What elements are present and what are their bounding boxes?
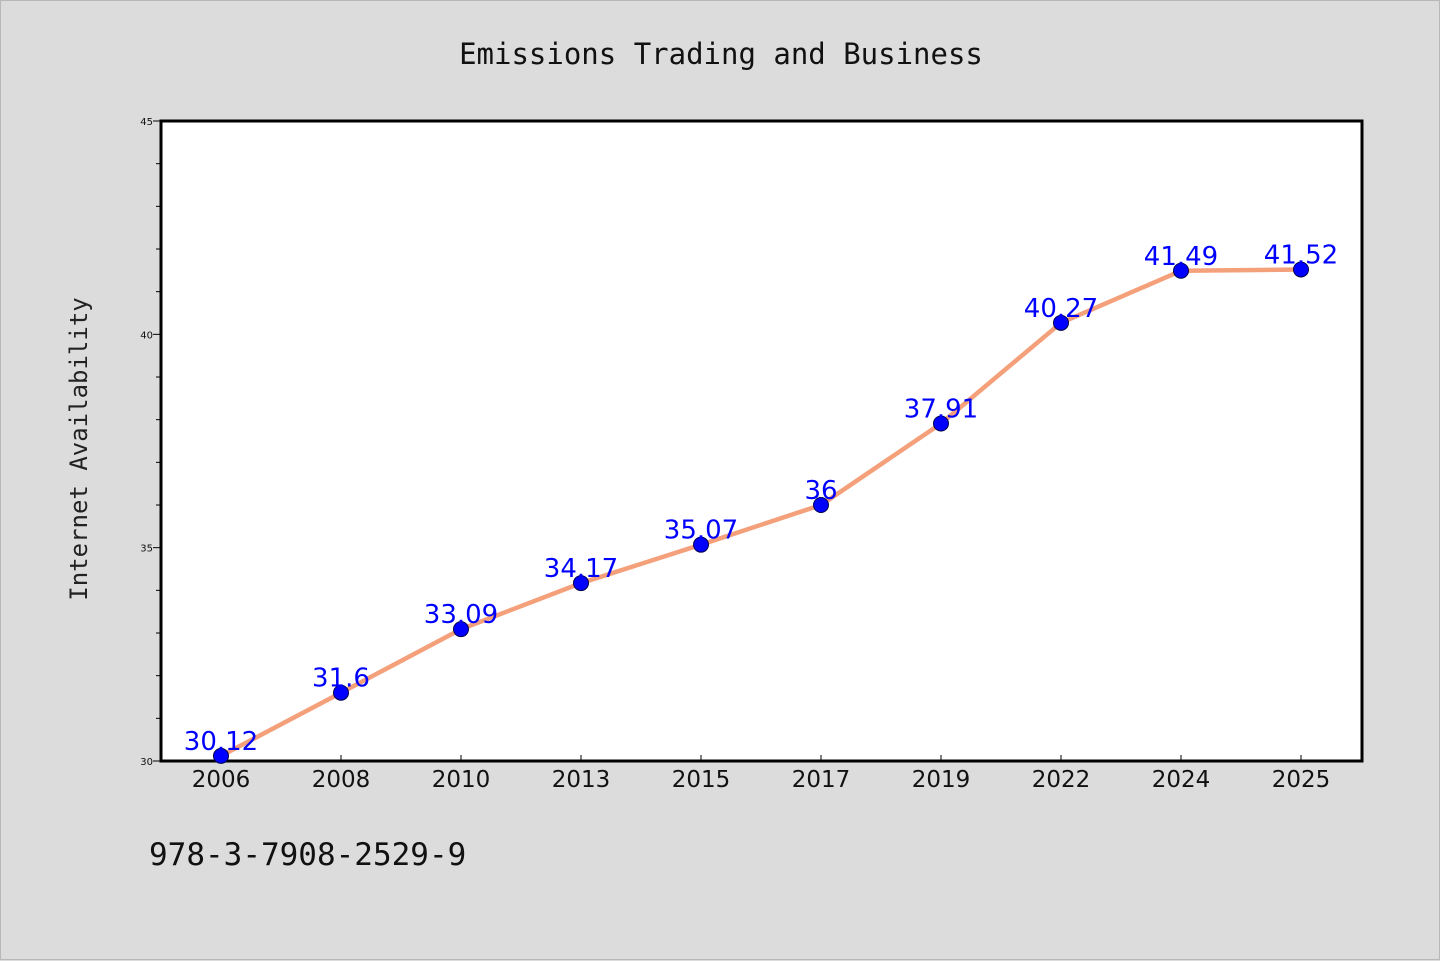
data-point xyxy=(453,621,469,638)
series-markers xyxy=(213,261,1309,764)
x-tick-label: 2013 xyxy=(552,767,611,793)
chart-title: Emissions Trading and Business xyxy=(459,37,983,71)
data-label: 36 xyxy=(804,476,837,506)
y-axis-label: Internet Availability xyxy=(65,297,93,600)
x-axis: 2006 2008 2010 2013 2015 2017 2019 2022 2024 2025 xyxy=(192,755,1331,793)
data-point xyxy=(1173,262,1189,279)
series-line xyxy=(218,267,1304,759)
data-label: 41.52 xyxy=(1264,240,1338,270)
data-label: 40.27 xyxy=(1024,294,1098,324)
data-point xyxy=(573,575,589,592)
y-tick-label: 30 xyxy=(140,757,153,768)
x-tick-label: 2008 xyxy=(312,767,371,793)
data-point xyxy=(693,536,709,553)
x-tick-label: 2025 xyxy=(1272,767,1331,793)
data-label: 37.91 xyxy=(904,395,978,425)
data-point xyxy=(333,684,349,701)
footer-text: 978-3-7908-2529-9 xyxy=(149,837,466,873)
y-tick-label: 40 xyxy=(140,330,153,341)
data-label: 30.12 xyxy=(184,727,258,757)
y-axis: 30 35 40 45 xyxy=(140,117,161,768)
data-label: 35.07 xyxy=(664,516,738,546)
data-label: 33.09 xyxy=(424,600,498,630)
data-point xyxy=(813,497,829,513)
data-label: 31.6 xyxy=(312,664,370,694)
data-point xyxy=(213,747,229,764)
y-tick-label: 45 xyxy=(140,117,153,128)
plot-area xyxy=(159,119,1364,763)
data-labels: 30.12 31.6 33.09 34.17 35.07 36 37.91 40.27 41.4… xyxy=(184,240,1338,756)
x-tick-label: 2010 xyxy=(432,767,491,793)
x-tick-label: 2017 xyxy=(792,767,851,793)
x-tick-label: 2019 xyxy=(912,767,971,793)
data-label: 34.17 xyxy=(544,554,618,584)
data-point xyxy=(1293,261,1309,278)
x-tick-label: 2022 xyxy=(1032,767,1091,793)
y-tick-label: 35 xyxy=(140,544,153,555)
x-tick-label: 2015 xyxy=(672,767,731,793)
data-point xyxy=(933,415,949,432)
data-label: 41.49 xyxy=(1144,242,1218,272)
x-tick-label: 2006 xyxy=(192,767,251,793)
x-tick-label: 2024 xyxy=(1152,767,1211,793)
data-point xyxy=(1053,314,1069,331)
